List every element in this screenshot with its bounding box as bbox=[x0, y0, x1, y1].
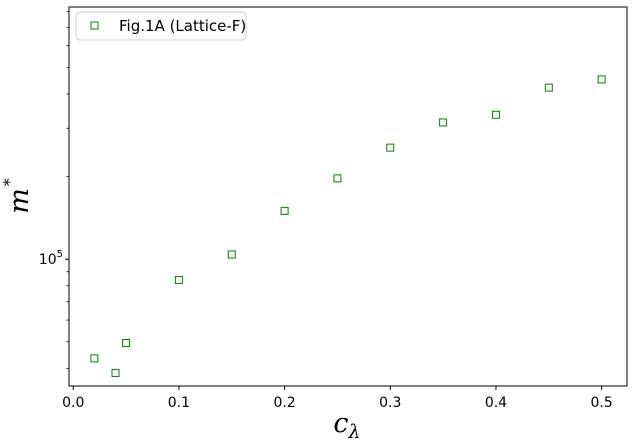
axis-tick-labels: 0.0 0.1 0.2 0.3 0.4 0.5 105 bbox=[39, 249, 613, 411]
plot-frame bbox=[68, 6, 628, 387]
x-tick-label: 0.2 bbox=[273, 395, 295, 411]
legend: Fig.1A (Lattice-F) bbox=[75, 11, 247, 41]
data-point bbox=[491, 110, 500, 119]
data-points bbox=[90, 75, 606, 377]
y-axis-title-superscript: * bbox=[0, 178, 19, 186]
y-tick-label: 105 bbox=[39, 249, 63, 268]
axis-ticks bbox=[65, 10, 603, 390]
data-point bbox=[90, 354, 99, 363]
x-tick-label: 0.5 bbox=[591, 395, 613, 411]
x-axis-title: cλ bbox=[333, 408, 360, 443]
data-point bbox=[386, 143, 395, 152]
data-point bbox=[174, 275, 183, 284]
data-point bbox=[122, 338, 131, 347]
legend-marker bbox=[90, 21, 99, 30]
x-tick-label: 0.3 bbox=[379, 395, 401, 411]
legend-box bbox=[75, 11, 247, 41]
x-tick-label: 0.4 bbox=[485, 395, 507, 411]
legend-label: Fig.1A (Lattice-F) bbox=[119, 17, 246, 35]
data-point bbox=[544, 83, 553, 92]
x-tick-label: 0.1 bbox=[168, 395, 190, 411]
y-axis-title-base: m bbox=[4, 188, 35, 214]
data-point bbox=[333, 174, 342, 183]
data-point bbox=[227, 250, 236, 259]
data-point bbox=[280, 206, 289, 215]
x-axis-title-base: c bbox=[333, 408, 348, 439]
data-point bbox=[439, 118, 448, 127]
y-axis-title: m* bbox=[0, 178, 35, 214]
data-point bbox=[597, 75, 606, 84]
x-tick-label: 0.0 bbox=[62, 395, 84, 411]
x-axis-title-subscript: λ bbox=[348, 421, 361, 443]
data-point bbox=[111, 368, 120, 377]
